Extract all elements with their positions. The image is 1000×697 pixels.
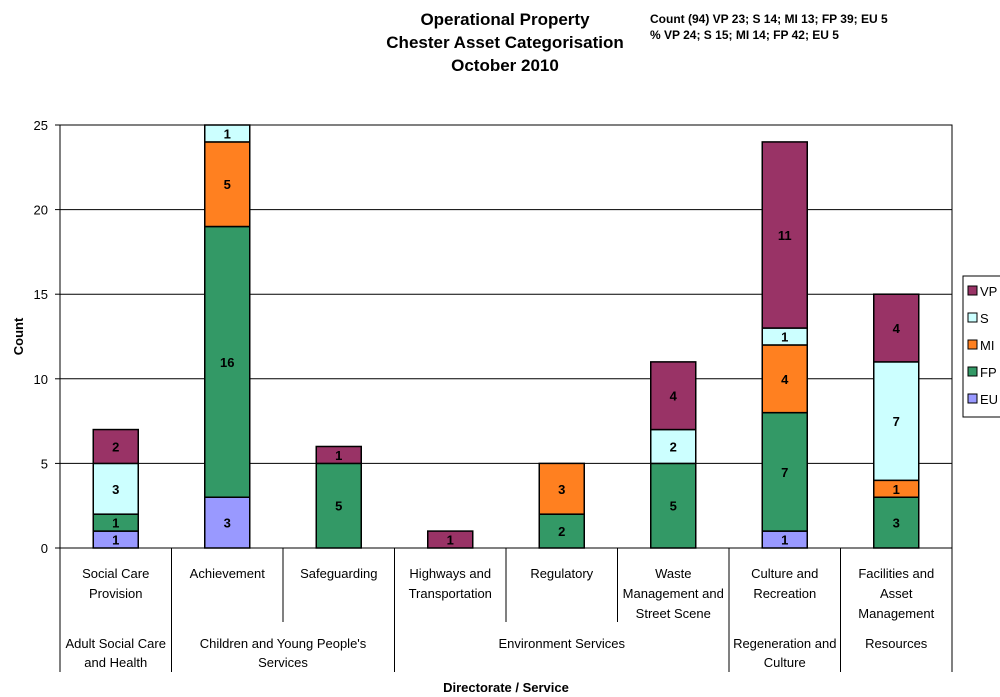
title-line: Operational Property <box>420 10 590 29</box>
data-label: 5 <box>224 177 231 192</box>
bar-vp <box>873 293 920 363</box>
x-tick-label: Safeguarding <box>300 566 377 581</box>
x-tick-label: Recreation <box>753 586 816 601</box>
x-tick-label: Culture and <box>751 566 818 581</box>
data-label: 3 <box>224 516 231 531</box>
data-label: 4 <box>893 321 901 336</box>
x-tick-label: Management <box>858 606 934 621</box>
group-label: Services <box>258 655 308 670</box>
title-line: Chester Asset Categorisation <box>386 33 624 52</box>
title-line: October 2010 <box>451 56 559 75</box>
chart-title: Operational Property Chester Asset Categ… <box>370 8 640 77</box>
y-tick-label: 15 <box>34 287 48 302</box>
x-tick-label: Regulatory <box>530 566 593 581</box>
data-label: 2 <box>112 439 119 454</box>
x-tick-label: Transportation <box>409 586 492 601</box>
x-tick-label: Asset <box>880 586 913 601</box>
bar-vp <box>761 141 808 329</box>
data-label: 1 <box>781 533 788 548</box>
data-label: 2 <box>670 439 677 454</box>
data-label: 1 <box>112 533 119 548</box>
legend-label: EU <box>980 392 998 407</box>
y-tick-label: 10 <box>34 372 48 387</box>
bar-s <box>92 462 139 515</box>
x-tick-label: Street Scene <box>636 606 711 621</box>
data-label: 5 <box>335 499 342 514</box>
bar-vp <box>650 361 697 431</box>
y-tick-label: 5 <box>41 456 48 471</box>
bar-mi <box>538 462 585 515</box>
data-label: 1 <box>781 330 788 345</box>
x-tick-label: Waste <box>655 566 691 581</box>
bar-fp <box>873 496 920 549</box>
summary-stats: Count (94) VP 23; S 14; MI 13; FP 39; EU… <box>650 11 888 43</box>
x-tick-label: Provision <box>89 586 142 601</box>
data-label: 3 <box>893 516 900 531</box>
legend-label: S <box>980 311 989 326</box>
data-label: 2 <box>558 524 565 539</box>
bar-s <box>873 361 920 482</box>
bar-mi <box>204 141 251 228</box>
data-label: 1 <box>893 482 900 497</box>
data-label: 7 <box>893 414 900 429</box>
legend-swatch <box>967 393 978 404</box>
legend-swatch <box>967 312 978 323</box>
group-label: Adult Social Care <box>66 636 166 651</box>
legend-swatch <box>967 339 978 350</box>
x-tick-label: Social Care <box>82 566 149 581</box>
legend-label: MI <box>980 338 994 353</box>
data-label: 1 <box>224 126 231 141</box>
x-tick-label: Management and <box>623 586 724 601</box>
group-label: Resources <box>865 636 928 651</box>
data-label: 5 <box>670 499 677 514</box>
bar-fp <box>204 225 251 498</box>
data-label: 1 <box>447 533 454 548</box>
bar-vp <box>315 445 362 465</box>
count-summary: Count (94) VP 23; S 14; MI 13; FP 39; EU… <box>650 12 888 26</box>
y-tick-label: 25 <box>34 118 48 133</box>
bar-vp <box>92 428 139 465</box>
data-label: 16 <box>220 355 234 370</box>
legend-label: VP <box>980 284 997 299</box>
data-label: 3 <box>112 482 119 497</box>
y-axis-label: Count <box>11 317 26 355</box>
percent-summary: % VP 24; S 15; MI 14; FP 42; EU 5 <box>650 28 839 42</box>
x-tick-label: Facilities and <box>858 566 934 581</box>
plot-area <box>59 124 953 549</box>
legend-swatch <box>967 366 978 377</box>
legend-label: FP <box>980 365 997 380</box>
x-tick-label: Achievement <box>190 566 266 581</box>
data-label: 1 <box>335 448 342 463</box>
data-label: 11 <box>778 228 792 243</box>
group-label: and Health <box>84 655 147 670</box>
bar-mi <box>761 344 808 414</box>
x-tick-label: Highways and <box>409 566 491 581</box>
y-tick-label: 0 <box>41 541 48 556</box>
x-axis-label: Directorate / Service <box>443 680 569 695</box>
legend-swatch <box>967 285 978 296</box>
data-label: 3 <box>558 482 565 497</box>
data-label: 4 <box>781 372 789 387</box>
bar-fp <box>650 462 697 549</box>
data-label: 7 <box>781 465 788 480</box>
y-tick-label: 20 <box>34 203 48 218</box>
data-label: 1 <box>112 516 119 531</box>
data-label: 4 <box>670 389 678 404</box>
bar-vp <box>427 530 474 549</box>
group-label: Regeneration and <box>733 636 836 651</box>
bar-fp <box>315 462 362 549</box>
group-label: Environment Services <box>499 636 626 651</box>
bar-s <box>204 124 251 143</box>
group-label: Children and Young People's <box>200 636 367 651</box>
group-label: Culture <box>764 655 806 670</box>
